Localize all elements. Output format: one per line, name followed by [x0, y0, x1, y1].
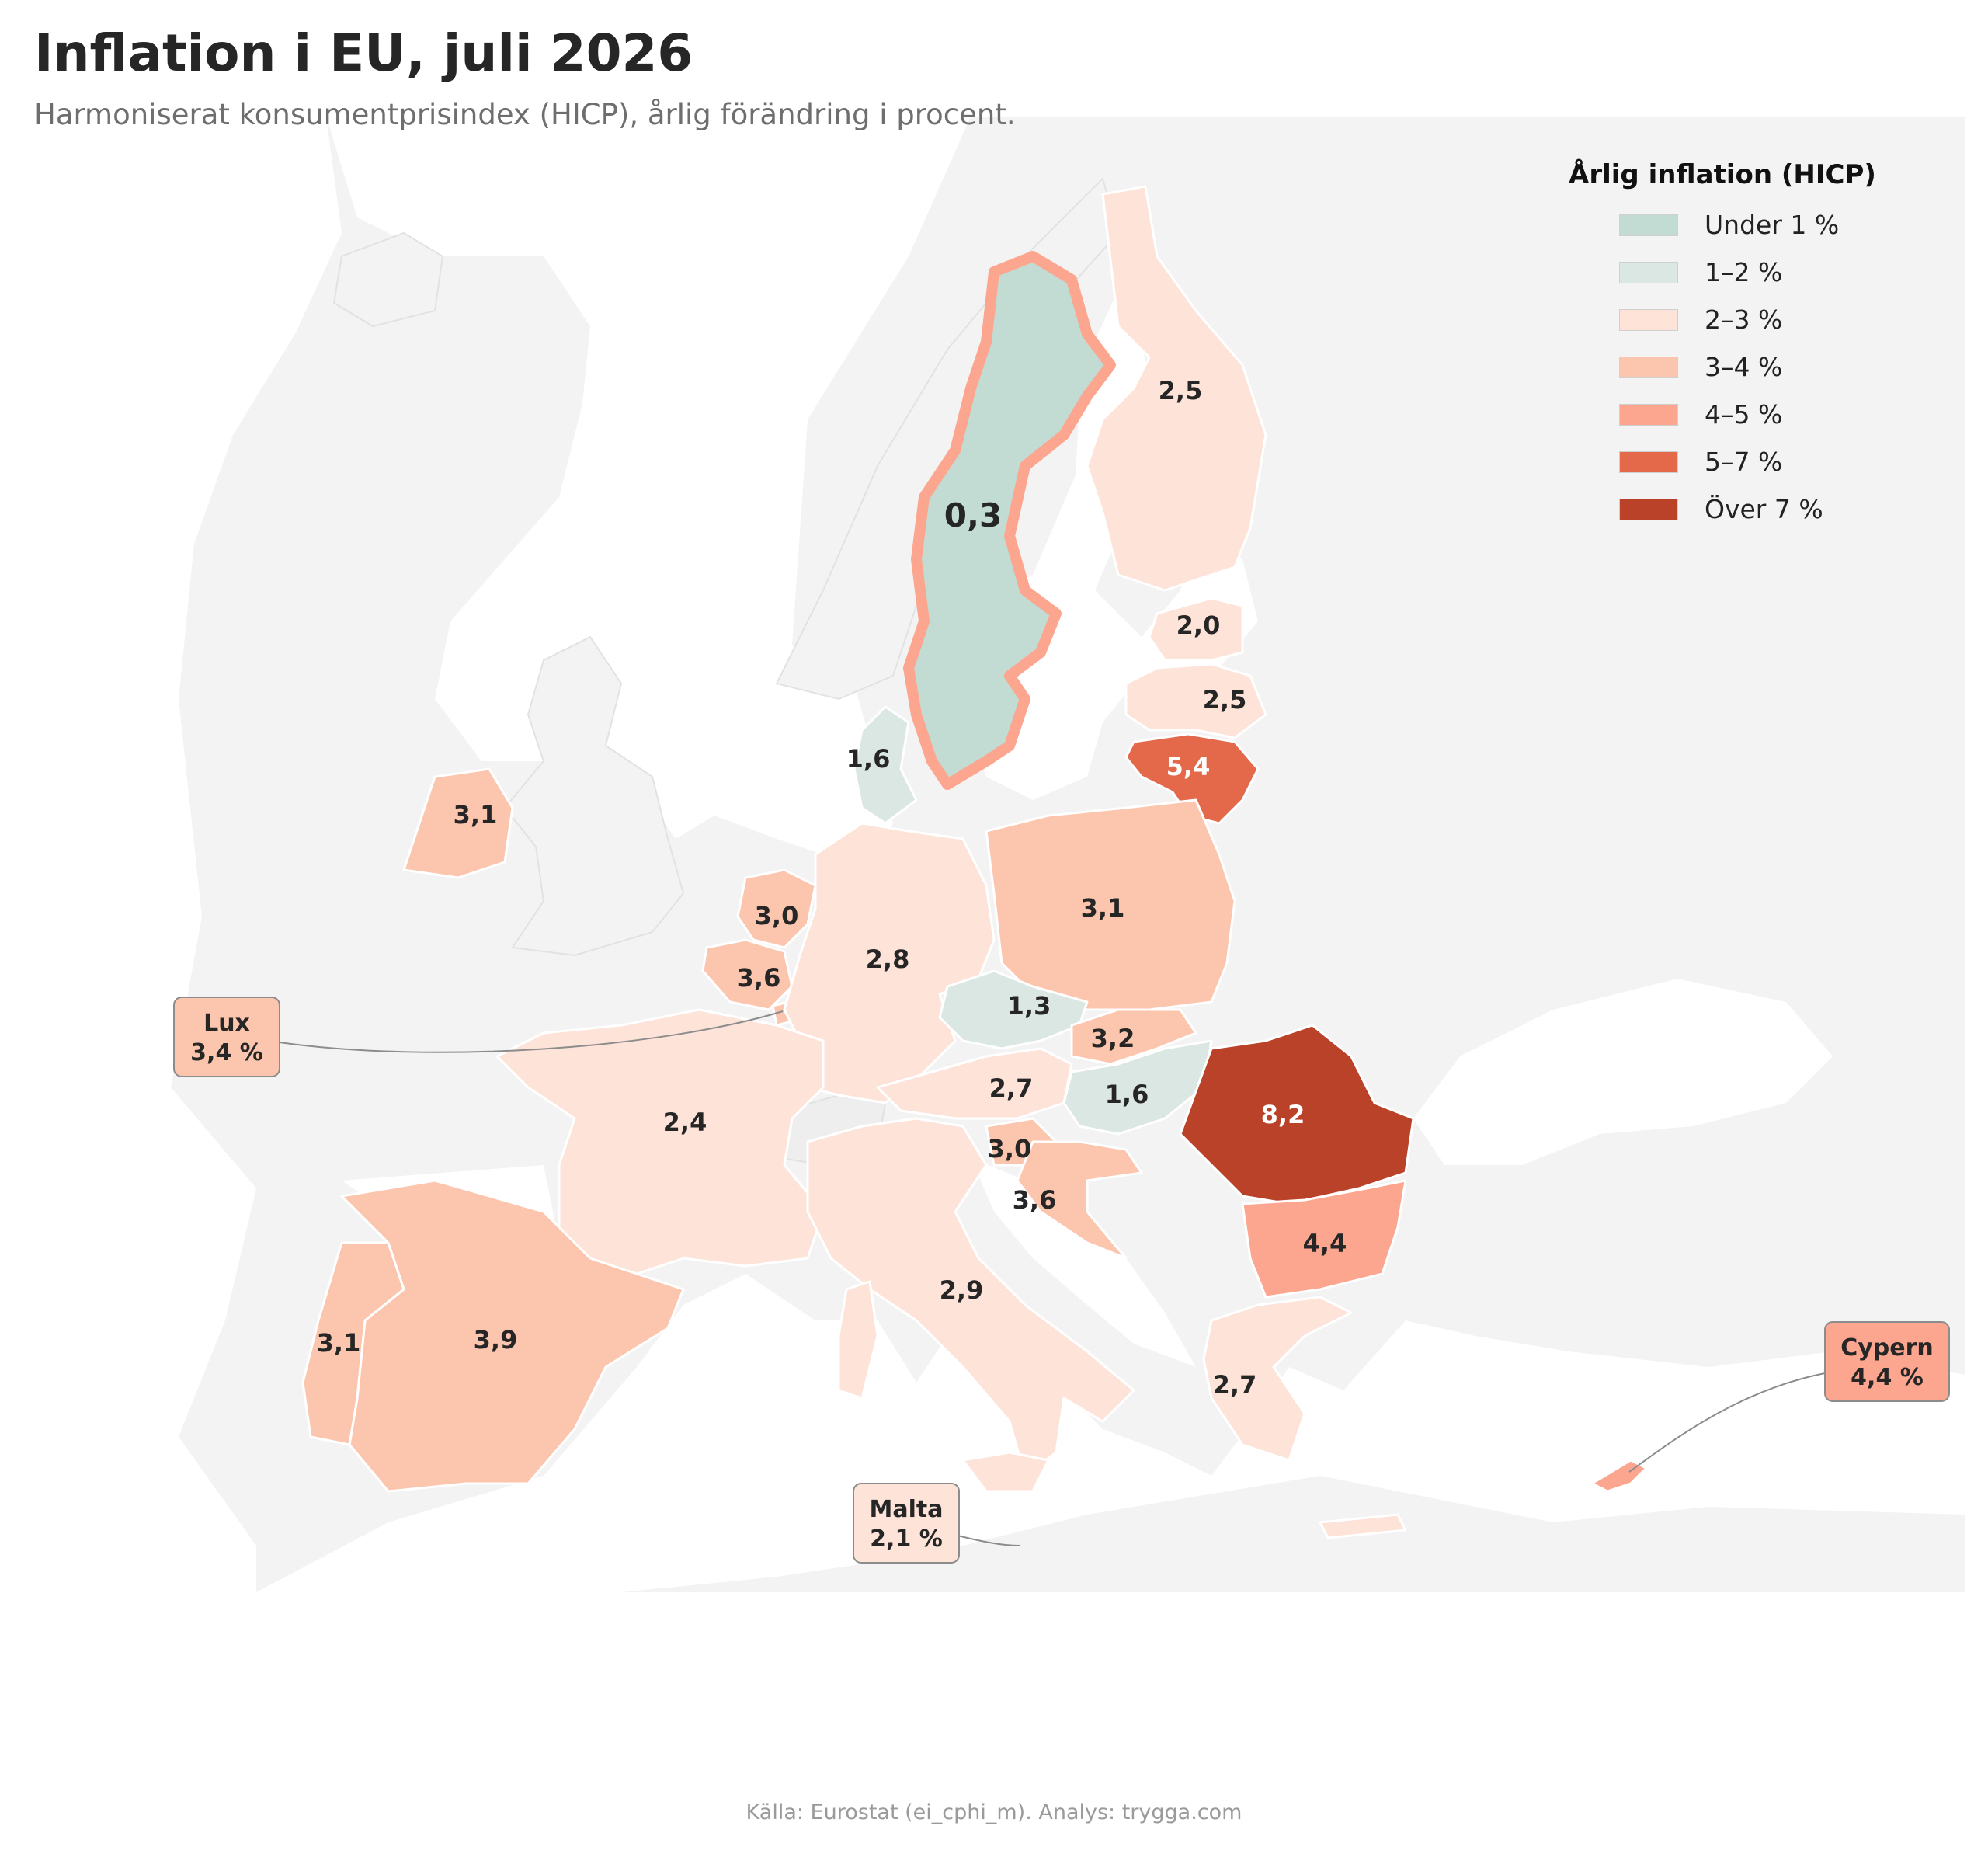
country-poland [985, 798, 1236, 1011]
callout-lux-name: Lux [203, 1010, 250, 1037]
legend-swatch [1619, 498, 1678, 520]
label-portugal: 3,1 [317, 1328, 361, 1358]
legend-swatch [1619, 261, 1678, 283]
country-lithuania [1124, 732, 1260, 825]
lux-leader [279, 1010, 784, 1053]
label-slovenia: 3,0 [988, 1134, 1032, 1164]
chart-title: Inflation i EU, juli 2026 [34, 23, 693, 83]
malta-leader [951, 1533, 1020, 1546]
label-hungary: 1,6 [1105, 1080, 1149, 1109]
eu-countries [301, 185, 1648, 1539]
country-portugal [301, 1241, 405, 1446]
label-netherlands: 3,0 [755, 901, 799, 930]
label-lithuania: 5,4 [1166, 752, 1211, 781]
label-ireland: 3,1 [454, 800, 498, 830]
legend-swatch [1619, 308, 1678, 331]
country-cyprus [1590, 1459, 1648, 1493]
callout-cyprus: Cypern 4,4 % [1824, 1321, 1950, 1402]
legend-swatch [1619, 403, 1678, 426]
iceland [332, 231, 444, 328]
country-germany [783, 822, 996, 1104]
label-romania: 8,2 [1261, 1100, 1305, 1129]
country-denmark [853, 705, 918, 825]
country-france [495, 1008, 825, 1291]
callout-malta-value: 2,1 % [870, 1525, 943, 1553]
legend-item: 4–5 % [1619, 391, 1926, 438]
label-croatia: 3,6 [1013, 1185, 1057, 1215]
legend-label: Över 7 % [1705, 494, 1823, 524]
legend-swatch [1619, 450, 1678, 473]
country-sweden [903, 251, 1116, 790]
label-denmark: 1,6 [846, 744, 891, 774]
label-sweden: 0,3 [944, 496, 1002, 534]
great-britain [503, 635, 685, 957]
label-estonia: 2,0 [1176, 610, 1221, 640]
country-czechia [938, 969, 1089, 1050]
legend: Årlig inflation (HICP) Under 1 % 1–2 % 2… [1561, 159, 1926, 533]
country-netherlands [736, 868, 817, 949]
label-czechia: 1,3 [1007, 991, 1051, 1021]
country-croatia [1016, 1140, 1143, 1260]
label-slovakia: 3,2 [1091, 1024, 1135, 1053]
label-spain: 3,9 [474, 1325, 518, 1355]
legend-swatch [1619, 356, 1678, 378]
country-latvia [1124, 663, 1267, 739]
legend-label: 3–4 % [1705, 352, 1783, 382]
island-sardinia [837, 1280, 879, 1400]
callout-malta: Malta 2,1 % [853, 1483, 960, 1564]
legend-label: 2–3 % [1705, 304, 1783, 335]
country-greece [1202, 1296, 1353, 1462]
legend-item: 1–2 % [1619, 249, 1926, 296]
legend-item: 3–4 % [1619, 343, 1926, 391]
country-finland [1086, 185, 1267, 592]
country-romania [1179, 1024, 1415, 1205]
callout-malta-name: Malta [870, 1496, 944, 1523]
country-belgium [701, 938, 794, 1011]
legend-label: 5–7 % [1705, 447, 1783, 477]
legend-label: 1–2 % [1705, 257, 1783, 287]
country-ireland [402, 767, 514, 879]
legend-label: 4–5 % [1705, 399, 1783, 430]
callout-cyprus-name: Cypern [1840, 1334, 1934, 1362]
value-labels: 0,3 2,5 2,0 2,5 5,4 1,6 3,1 3,0 3,6 2,8 … [317, 376, 1347, 1400]
island-sicily [961, 1451, 1050, 1493]
label-poland: 3,1 [1081, 893, 1125, 923]
legend-label: Under 1 % [1705, 210, 1840, 240]
label-belgium: 3,6 [737, 963, 781, 993]
label-latvia: 2,5 [1203, 685, 1247, 715]
country-slovakia [1070, 1008, 1197, 1066]
legend-title: Årlig inflation (HICP) [1569, 159, 1876, 190]
legend-item: 2–3 % [1619, 296, 1926, 343]
chart-subtitle: Harmoniserat konsumentprisindex (HICP), … [34, 98, 1016, 131]
callout-cyprus-value: 4,4 % [1851, 1364, 1924, 1391]
legend-item: Över 7 % [1619, 485, 1926, 533]
country-hungary [1062, 1039, 1213, 1136]
country-italy [806, 1117, 1135, 1477]
legend-item: 5–7 % [1619, 438, 1926, 485]
label-austria: 2,7 [989, 1073, 1034, 1103]
label-germany: 2,8 [866, 944, 910, 974]
legend-swatch [1619, 214, 1678, 236]
label-france: 2,4 [663, 1108, 707, 1137]
callout-lux-value: 3,4 % [190, 1039, 263, 1066]
cyprus-leader [1628, 1372, 1826, 1473]
country-estonia [1148, 597, 1244, 662]
island-crete [1319, 1513, 1407, 1539]
label-greece: 2,7 [1213, 1370, 1257, 1400]
label-bulgaria: 4,4 [1303, 1229, 1347, 1258]
label-italy: 2,9 [940, 1275, 984, 1305]
callout-lux: Lux 3,4 % [173, 997, 280, 1077]
source-note: Källa: Eurostat (ei_cphi_m). Analys: try… [746, 1800, 1242, 1824]
label-finland: 2,5 [1159, 376, 1203, 405]
legend-item: Under 1 % [1619, 201, 1926, 249]
callout-leaders [279, 1010, 1826, 1546]
country-bulgaria [1241, 1179, 1407, 1299]
